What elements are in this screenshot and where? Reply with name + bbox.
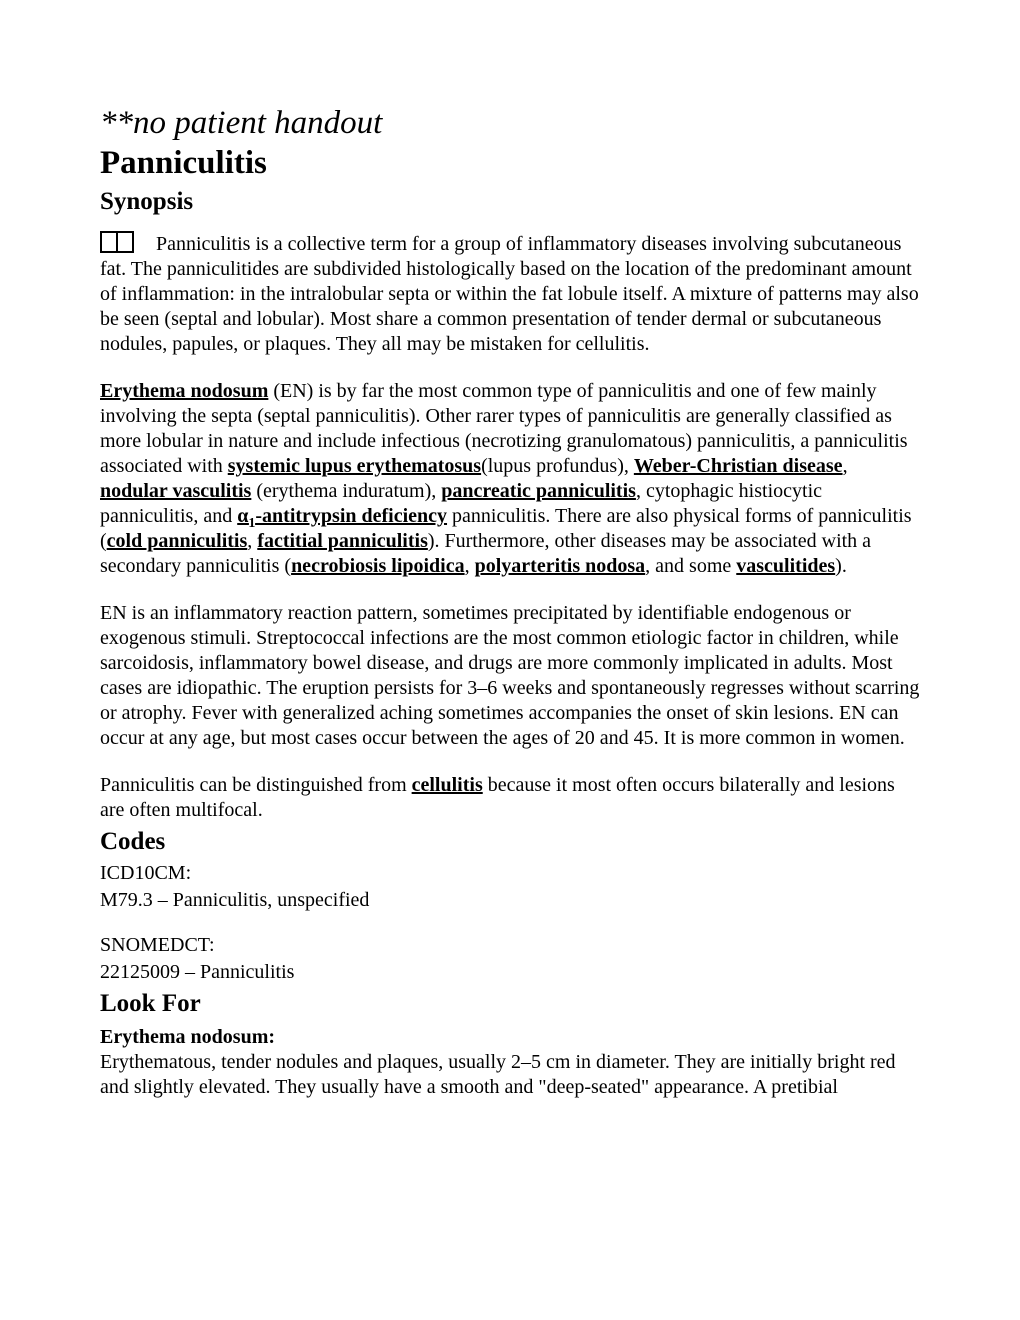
text-after-weber: , (843, 455, 848, 477)
synopsis-heading: Synopsis (100, 187, 920, 217)
text-after-sle: (lupus profundus), (481, 455, 634, 477)
book-icon (100, 231, 134, 253)
link-polyarteritis-nodosa[interactable]: polyarteritis nodosa (475, 555, 646, 577)
link-sle[interactable]: systemic lupus erythematosus (228, 455, 481, 477)
link-necrobiosis-lipoidica[interactable]: necrobiosis lipoidica (291, 555, 465, 577)
p4-pre: Panniculitis can be distinguished from (100, 774, 412, 796)
a1at-post: -antitrypsin deficiency (255, 505, 447, 527)
lookfor-subheading: Erythema nodosum: (100, 1025, 920, 1050)
text-after-vasc: ). (835, 555, 847, 577)
text-after-poly: , and some (645, 555, 736, 577)
lookfor-p1: Erythematous, tender nodules and plaques… (100, 1050, 920, 1100)
icd-label: ICD10CM: (100, 861, 920, 886)
text-after-cold: , (247, 530, 257, 552)
synopsis-p4: Panniculitis can be distinguished from c… (100, 773, 920, 823)
link-vasculitides[interactable]: vasculitides (736, 555, 835, 577)
link-cellulitis[interactable]: cellulitis (412, 774, 483, 796)
synopsis-p2: Erythema nodosum (EN) is by far the most… (100, 379, 920, 579)
a1at-pre: α (237, 505, 248, 527)
link-a1at[interactable]: α1-antitrypsin deficiency (237, 505, 447, 527)
synopsis-p3: EN is an inflammatory reaction pattern, … (100, 601, 920, 751)
text-after-nodular: (erythema induratum), (251, 480, 441, 502)
lookfor-heading: Look For (100, 989, 920, 1019)
link-weber-christian[interactable]: Weber-Christian disease (634, 455, 843, 477)
synopsis-p1: Panniculitis is a collective term for a … (100, 231, 920, 357)
icd-value: M79.3 – Panniculitis, unspecified (100, 888, 920, 913)
link-cold-panniculitis[interactable]: cold panniculitis (107, 530, 248, 552)
document-page: **no patient handout Panniculitis Synops… (0, 0, 1020, 1320)
codes-heading: Codes (100, 827, 920, 857)
document-title: Panniculitis (100, 145, 920, 183)
link-erythema-nodosum[interactable]: Erythema nodosum (100, 380, 268, 402)
synopsis-p1-text: Panniculitis is a collective term for a … (100, 233, 919, 355)
snomed-value: 22125009 – Panniculitis (100, 960, 920, 985)
link-nodular-vasculitis[interactable]: nodular vasculitis (100, 480, 251, 502)
link-pancreatic-panniculitis[interactable]: pancreatic panniculitis (441, 480, 636, 502)
handout-note: **no patient handout (100, 105, 920, 143)
link-factitial-panniculitis[interactable]: factitial panniculitis (257, 530, 428, 552)
snomed-label: SNOMEDCT: (100, 933, 920, 958)
text-after-necro: , (465, 555, 475, 577)
